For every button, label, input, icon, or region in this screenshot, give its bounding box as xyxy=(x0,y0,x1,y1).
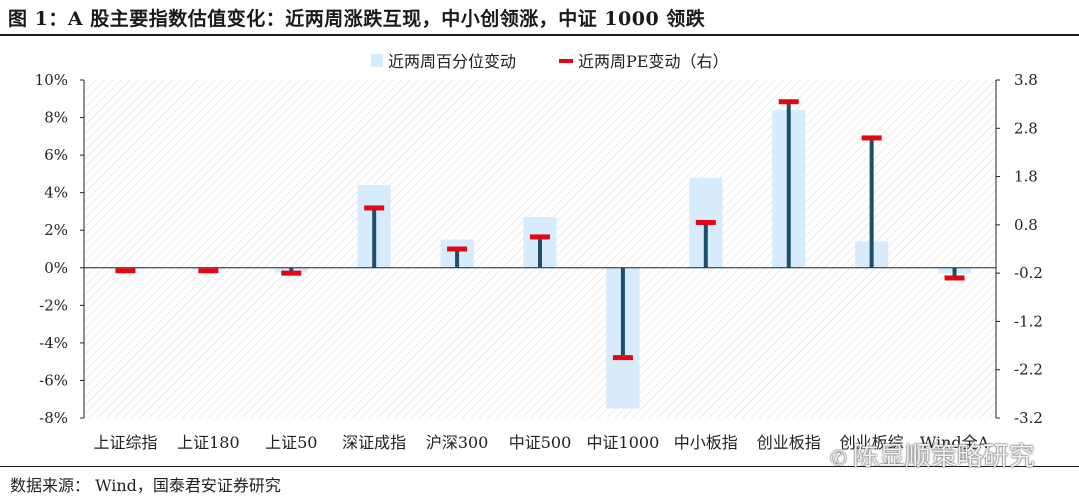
right-tick-label-6: 2.8 xyxy=(1014,119,1038,137)
right-tick-label-2: -1.2 xyxy=(1014,312,1043,330)
category-label-8: 创业板指 xyxy=(757,433,821,452)
pe-marker-10 xyxy=(944,275,965,281)
category-label-5: 中证500 xyxy=(509,433,572,452)
left-tick-label-8: 8% xyxy=(44,109,68,127)
right-tick-label-5: 1.8 xyxy=(1014,168,1038,186)
legend-marker-swatch xyxy=(559,59,573,63)
right-tick-label-7: 3.8 xyxy=(1014,71,1038,89)
chart: 近两周百分位变动 近两周PE变动（右） -8% -6% -4% -2% 0% 2% 4% 6% 8… xyxy=(35,52,1043,452)
left-tick-label-0: -8% xyxy=(39,409,68,427)
category-label-0: 上证综指 xyxy=(93,433,157,452)
category-label-2: 上证50 xyxy=(265,433,317,452)
category-label-6: 中证1000 xyxy=(587,433,660,452)
category-label-1: 上证180 xyxy=(177,433,240,452)
left-tick-label-3: -2% xyxy=(39,296,68,314)
right-tick-label-0: -3.2 xyxy=(1014,409,1043,427)
title-rule xyxy=(0,34,1079,36)
chart-legend: 近两周百分位变动 近两周PE变动（右） xyxy=(371,52,728,71)
pe-marker-8 xyxy=(778,99,799,105)
source-rule xyxy=(0,466,1079,467)
pe-marker-3 xyxy=(364,205,385,211)
right-tick-label-4: 0.8 xyxy=(1014,216,1038,234)
left-tick-label-2: -4% xyxy=(39,334,68,352)
category-label-10: Wind全A xyxy=(920,433,990,452)
left-tick-label-9: 10% xyxy=(35,71,68,89)
left-tick-label-6: 4% xyxy=(44,184,68,202)
wechat-icon: ✆ xyxy=(830,446,847,470)
legend-bar-label: 近两周百分位变动 xyxy=(388,52,516,71)
right-tick-label-1: -2.2 xyxy=(1014,361,1043,379)
pe-marker-7 xyxy=(695,219,716,225)
legend-marker-label: 近两周PE变动（右） xyxy=(578,52,728,71)
figure-title: 图 1：A 股主要指数估值变化：近两周涨跌互现，中小创领涨，中证 1000 领跌 xyxy=(8,8,706,30)
left-tick-label-7: 6% xyxy=(44,146,68,164)
pe-marker-1 xyxy=(198,268,219,274)
pe-marker-5 xyxy=(530,234,550,240)
legend-bar-swatch xyxy=(371,54,383,67)
right-tick-label-3: -0.2 xyxy=(1014,264,1043,282)
watermark: ✆ 陈显顺策略研究 xyxy=(830,436,1035,473)
category-label-7: 中小板指 xyxy=(674,433,738,452)
category-label-3: 深证成指 xyxy=(342,433,406,452)
category-label-9: 创业板综 xyxy=(840,433,904,452)
pe-marker-6 xyxy=(612,355,633,361)
left-tick-label-1: -6% xyxy=(39,371,68,389)
watermark-text: 陈显顺策略研究 xyxy=(852,442,1035,472)
pe-marker-2 xyxy=(281,270,302,276)
pe-marker-4 xyxy=(447,246,468,252)
pe-marker-0 xyxy=(115,268,136,274)
left-tick-label-4: 0% xyxy=(44,259,68,277)
source-note: 数据来源： Wind，国泰君安证券研究 xyxy=(10,476,281,495)
pe-marker-9 xyxy=(861,135,882,141)
left-tick-label-5: 2% xyxy=(44,221,68,239)
category-label-4: 沪深300 xyxy=(426,433,489,452)
